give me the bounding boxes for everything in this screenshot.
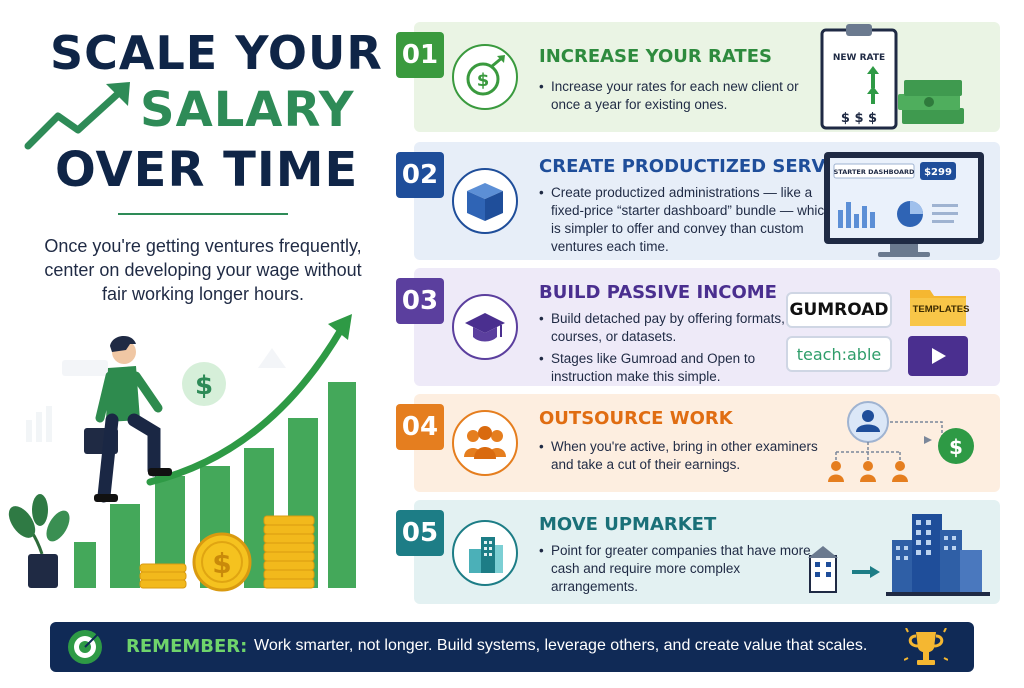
bullet-item: When you're active, bring in other exami… [539,438,829,474]
trophy-icon [904,628,948,665]
dashboard-monitor-illustration: STARTER DASHBOARD $299 [824,152,984,257]
gumroad-logo: GUMROAD [786,292,892,328]
folder-icon [910,290,966,326]
package-box-icon [467,183,503,221]
money-growth-icon: $ [466,55,505,96]
step-card-2: 02 CREATE PRODUCTIZED SERVICES Create pr… [396,142,1000,260]
svg-text:$: $ [212,547,231,580]
trend-arrow-icon [24,82,130,150]
subtitle: Once you're getting ventures frequently,… [44,236,362,304]
person-climbing-icon [84,335,172,503]
title-divider [118,213,288,215]
upmarket-city-illustration [808,514,990,596]
title-line-2: SALARY [140,82,355,138]
step-number: 04 [396,404,444,450]
step-icon-circle [452,168,518,234]
step-title: INCREASE YOUR RATES [539,46,772,67]
svg-text:$: $ [949,435,963,459]
step-card-4: 04 OUTSOURCE WORK When you're active, br… [396,394,1000,492]
gold-coin-icon: $ [192,532,252,592]
step-card-5: 05 MOVE UPMARKET Point for greater compa… [396,500,1000,604]
step-bullets: Build detached pay by offering formats, … [539,310,799,390]
team-people-icon [464,426,506,459]
screen-label: STARTER DASHBOARD [834,168,915,176]
rate-clipboard-illustration: NEW RATE $ $ $ [820,24,964,130]
step-icon-circle [452,294,518,360]
price-tag: $299 [924,167,952,178]
svg-text:$: $ [195,371,213,401]
teachable-logo: teach:able [786,336,892,372]
bullet-item: Increase your rates for each new client … [539,78,829,114]
step-title: MOVE UPMARKET [539,514,717,535]
step-number: 03 [396,278,444,324]
video-play-icon [908,336,968,376]
step-bullets: When you're active, bring in other exami… [539,438,829,478]
step-number: 05 [396,510,444,556]
remember-text: Work smarter, not longer. Build systems,… [254,637,868,654]
graduation-cap-icon [465,313,505,342]
outsource-network-illustration: $ [828,401,974,482]
hero-panel: SCALE YOUR SALARY OVER TIME Once you're … [0,0,400,610]
step-icon-circle: $ [452,44,518,110]
step-bullets: Increase your rates for each new client … [539,78,829,118]
step-bullets: Point for greater companies that have mo… [539,542,829,600]
step-card-1: 01 $ INCREASE YOUR RATES Increase your r… [396,22,1000,132]
price-marks: $ $ $ [841,111,877,126]
bullet-item: Build detached pay by offering formats, … [539,310,799,346]
step-bullets: Create productized administrations — lik… [539,184,839,260]
step-number: 02 [396,152,444,198]
dollar-coin-icon: $ [938,428,974,464]
remember-label: REMEMBER: [126,636,248,657]
bullet-item: Create productized administrations — lik… [539,184,839,256]
growth-illustration: $ $ [8,314,356,592]
step-card-3: 03 BUILD PASSIVE INCOME Build detached p… [396,268,1000,386]
step-icon-circle [452,410,518,476]
title-line-3: OVER TIME [55,142,359,198]
cash-stack-icon [898,80,964,124]
plant-icon [8,494,70,588]
dollar-bubble-icon: $ [182,362,226,406]
remember-banner: REMEMBER: Work smarter, not longer. Buil… [50,622,974,672]
step-number: 01 [396,32,444,78]
step-title: CREATE PRODUCTIZED SERVICES [539,156,871,177]
bullet-item: Stages like Gumroad and Open to instruct… [539,350,799,386]
bullet-item: Point for greater companies that have mo… [539,542,829,596]
step-icon-circle [452,520,518,586]
svg-text:$: $ [477,70,490,91]
step-title: OUTSOURCE WORK [539,408,733,429]
target-icon [68,630,102,664]
step-title: BUILD PASSIVE INCOME [539,282,777,303]
clipboard-label: NEW RATE [833,53,885,63]
title-line-1: SCALE YOUR [50,26,383,80]
buildings-icon [469,537,503,573]
templates-label: TEMPLATES [912,304,970,315]
